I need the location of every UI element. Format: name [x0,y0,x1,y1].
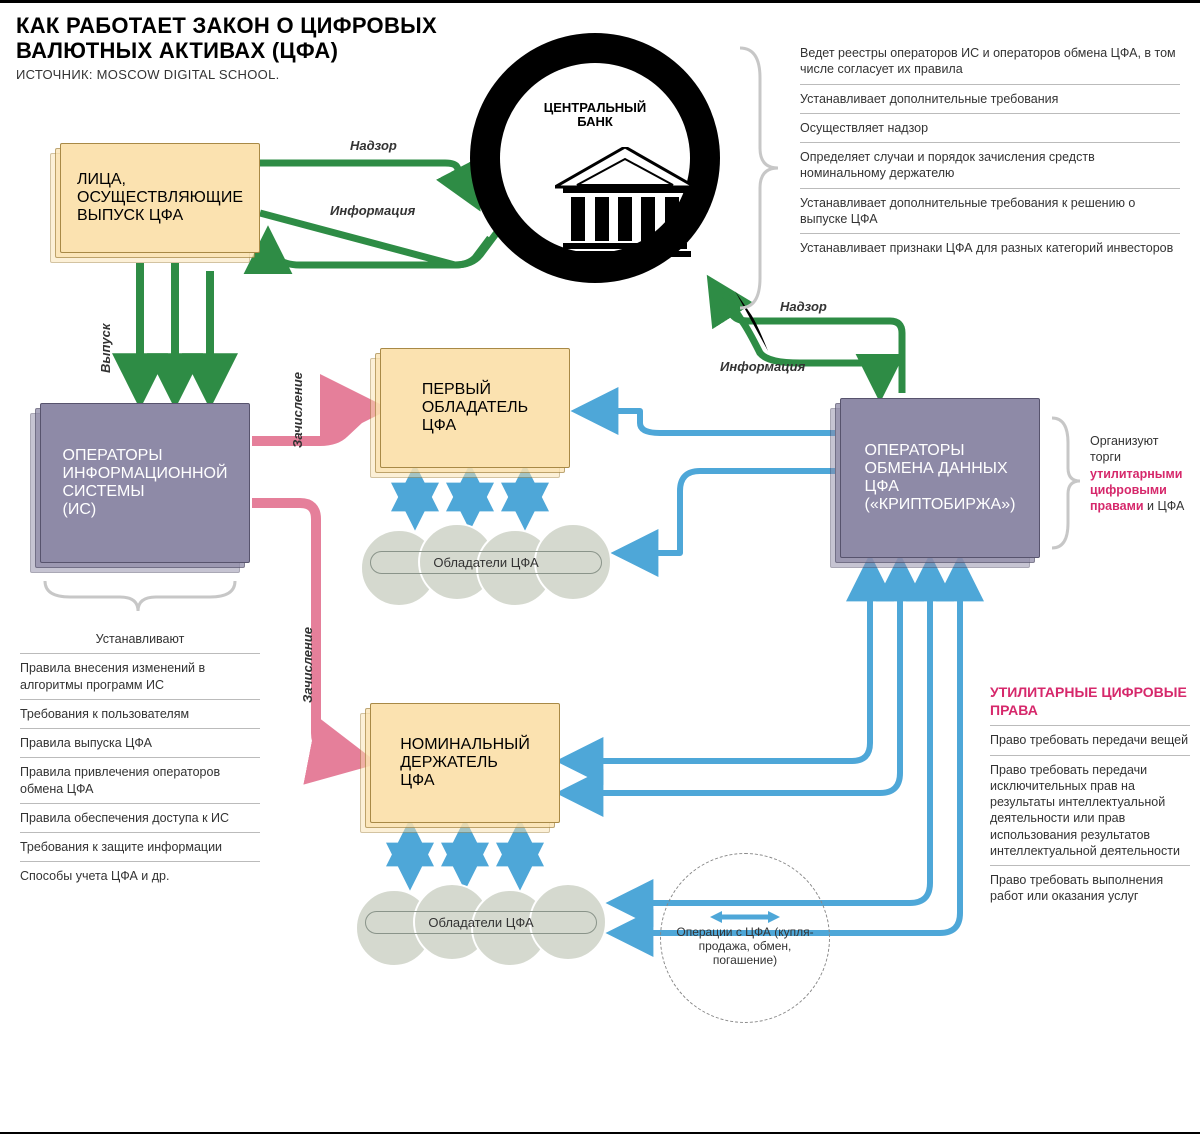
cb-functions-list: Ведет реестры операторов ИС и операторов… [800,39,1180,262]
is-operators-node: ОПЕРАТОРЫ ИНФОРМАЦИОННОЙ СИСТЕМЫ (ИС) [40,403,250,563]
edge-label-vypusk: Выпуск [98,324,113,373]
list-item: Право требовать выполнения работ или ока… [990,866,1190,911]
issuer-node: ЛИЦА, ОСУЩЕСТВЛЯЮЩИЕ ВЫПУСК ЦФА [60,143,260,253]
edge-label-zach1: Зачисление [290,372,305,448]
legend-text: Операции с ЦФА (купля-продажа, обмен, по… [669,925,821,967]
is-rules-list: Устанавливают Правила внесения изменений… [20,625,260,891]
list-item: Требования к защите информации [20,833,260,861]
holders-label: Обладатели ЦФА [370,551,602,574]
is-operators-label: ОПЕРАТОРЫ ИНФОРМАЦИОННОЙ СИСТЕМЫ (ИС) [63,447,228,519]
list-item: Устанавливает дополнительные требования [800,85,1180,113]
list-item: Устанавливает признаки ЦФА для разных ка… [800,234,1180,262]
exchange-note-lead: Организуют торги [1090,434,1158,464]
list-item: Требования к пользователям [20,700,260,728]
list-item: Правила привлечения операторов обмена ЦФ… [20,758,260,803]
issuer-label: ЛИЦА, ОСУЩЕСТВЛЯЮЩИЕ ВЫПУСК ЦФА [77,171,243,225]
list-item: Осуществляет надзор [800,114,1180,142]
edge-label-nadzor2: Надзор [780,299,827,314]
list-item: Ведет реестры операторов ИС и операторов… [800,39,1180,84]
central-bank-inner: ЦЕНТРАЛЬНЫЙ БАНК [500,63,690,253]
edge-label-info: Информация [330,203,415,218]
legend-circle: Операции с ЦФА (купля-продажа, обмен, по… [660,853,830,1023]
edge-label-zach2: Зачисление [300,627,315,703]
central-bank-label: ЦЕНТРАЛЬНЫЙ БАНК [500,101,690,130]
central-bank-label-text: ЦЕНТРАЛЬНЫЙ БАНК [544,100,647,129]
holders-label: Обладатели ЦФА [365,911,597,934]
holders-group-2: Обладатели ЦФА [355,883,615,973]
list-item: Правила внесения изменений в алгоритмы п… [20,654,260,699]
list-item: Право требовать передачи исключительных … [990,756,1190,866]
exchange-note-tail: и ЦФА [1147,499,1184,513]
central-bank-circle: ЦЕНТРАЛЬНЫЙ БАНК [470,33,720,283]
nominee-node: НОМИНАЛЬНЫЙ ДЕРЖАТЕЛЬ ЦФА [370,703,560,823]
exchange-node: ОПЕРАТОРЫ ОБМЕНА ДАННЫХ ЦФА («КРИПТОБИРЖ… [840,398,1040,558]
edge-label-nadzor: Надзор [350,138,397,153]
util-rights-title: УТИЛИТАРНЫЕ ЦИФРОВЫЕ ПРАВА [990,683,1190,725]
first-holder-label: ПЕРВЫЙ ОБЛАДАТЕЛЬ ЦФА [422,381,528,435]
list-item: Определяет случаи и порядок зачисления с… [800,143,1180,188]
double-arrow-icon [710,909,780,925]
bank-icon [555,147,695,257]
is-rules-lead: Устанавливают [20,625,260,653]
first-holder-node: ПЕРВЫЙ ОБЛАДАТЕЛЬ ЦФА [380,348,570,468]
edge-label-info2: Информация [720,359,805,374]
list-item: Устанавливает дополнительные требования … [800,189,1180,234]
holders-group-1: Обладатели ЦФА [360,523,620,613]
list-item: Правила выпуска ЦФА [20,729,260,757]
exchange-note: Организуют торги утилитарными цифровыми … [1090,433,1190,514]
exchange-label: ОПЕРАТОРЫ ОБМЕНА ДАННЫХ ЦФА («КРИПТОБИРЖ… [865,442,1016,514]
list-item: Право требовать передачи вещей [990,726,1190,754]
infographic-canvas: КАК РАБОТАЕТ ЗАКОН О ЦИФРОВЫХ ВАЛЮТНЫХ А… [0,0,1200,1134]
central-bank-node: ЦЕНТРАЛЬНЫЙ БАНК [470,33,720,283]
util-rights-list: УТИЛИТАРНЫЕ ЦИФРОВЫЕ ПРАВА Право требова… [990,683,1190,911]
list-item: Правила обеспечения доступа к ИС [20,804,260,832]
nominee-label: НОМИНАЛЬНЫЙ ДЕРЖАТЕЛЬ ЦФА [400,736,530,790]
list-item: Способы учета ЦФА и др. [20,862,260,890]
